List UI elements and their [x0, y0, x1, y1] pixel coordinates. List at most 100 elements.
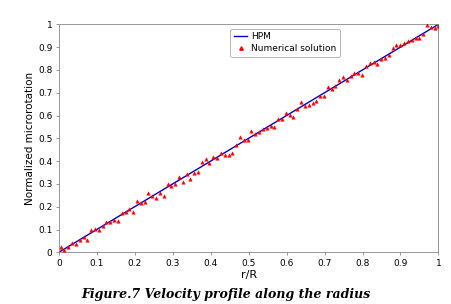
Point [125, 207, 133, 212]
Point [377, 57, 384, 62]
Point [175, 175, 182, 180]
Point [423, 22, 430, 27]
Point [64, 244, 72, 249]
Point [76, 237, 83, 242]
Point [183, 172, 190, 177]
Point [331, 84, 338, 88]
Point [384, 53, 391, 57]
Point [327, 87, 335, 92]
Point [57, 244, 64, 249]
Point [239, 138, 247, 143]
Point [430, 25, 437, 30]
Point [118, 211, 125, 216]
Text: Figure.7 Velocity profile along the radius: Figure.7 Velocity profile along the radi… [81, 288, 370, 301]
Point [213, 155, 220, 160]
Point [95, 228, 102, 233]
Point [270, 124, 277, 129]
Point [80, 235, 87, 240]
Point [369, 60, 376, 64]
Point [72, 242, 79, 247]
Point [396, 43, 403, 48]
Point [61, 248, 68, 253]
Point [403, 38, 410, 43]
Point [236, 135, 243, 140]
Point [228, 150, 235, 155]
Point [205, 160, 212, 165]
Point [160, 193, 167, 198]
Point [244, 138, 251, 143]
Point [350, 70, 357, 75]
Point [179, 180, 186, 185]
Point [407, 38, 414, 43]
Point [114, 218, 121, 223]
Point [225, 153, 232, 157]
Point [164, 182, 171, 187]
Point [316, 94, 323, 98]
Point [358, 73, 365, 78]
Point [171, 182, 178, 187]
Y-axis label: Normalized microrotation: Normalized microrotation [25, 72, 35, 205]
Point [259, 126, 266, 131]
Point [388, 46, 396, 51]
Point [137, 200, 144, 205]
Point [83, 237, 91, 242]
Point [167, 183, 175, 188]
Point [365, 61, 373, 66]
Point [411, 36, 418, 41]
Point [419, 31, 426, 36]
Point [342, 78, 350, 82]
Point [274, 117, 281, 122]
Point [69, 241, 76, 246]
Point [91, 226, 98, 231]
Point [217, 151, 224, 156]
Point [141, 199, 148, 204]
Point [129, 209, 137, 214]
Point [312, 98, 319, 103]
Point [339, 75, 346, 80]
Point [354, 71, 361, 75]
Point [381, 56, 388, 60]
Point [110, 217, 117, 222]
Point [122, 209, 129, 214]
Point [99, 224, 106, 229]
Point [426, 24, 433, 29]
Point [346, 74, 354, 78]
Point [103, 220, 110, 225]
Point [156, 190, 163, 195]
Point [202, 157, 209, 162]
Point [198, 160, 205, 165]
Point [281, 110, 289, 115]
Point [335, 78, 342, 82]
Point [400, 41, 407, 46]
Point [144, 191, 152, 195]
Point [87, 228, 95, 233]
Point [362, 64, 369, 68]
Point [297, 100, 304, 105]
Point [289, 114, 296, 119]
Point [152, 195, 159, 200]
Point [323, 84, 331, 89]
Point [148, 194, 156, 199]
Point [304, 102, 312, 107]
Point [194, 170, 201, 174]
Point [285, 112, 293, 117]
Point [320, 94, 327, 99]
Point [255, 129, 262, 134]
Point [278, 116, 285, 121]
Point [106, 220, 114, 225]
Point [221, 152, 228, 157]
Point [392, 43, 399, 48]
Point [251, 131, 258, 136]
Point [434, 23, 441, 28]
Point [415, 35, 422, 40]
Point [247, 129, 254, 134]
Point [301, 103, 308, 108]
X-axis label: r/R: r/R [240, 270, 256, 280]
Point [186, 177, 193, 181]
Point [308, 101, 315, 105]
Point [133, 199, 140, 203]
Point [262, 125, 270, 130]
Point [232, 142, 239, 147]
Point [373, 61, 380, 66]
Point [209, 155, 216, 160]
